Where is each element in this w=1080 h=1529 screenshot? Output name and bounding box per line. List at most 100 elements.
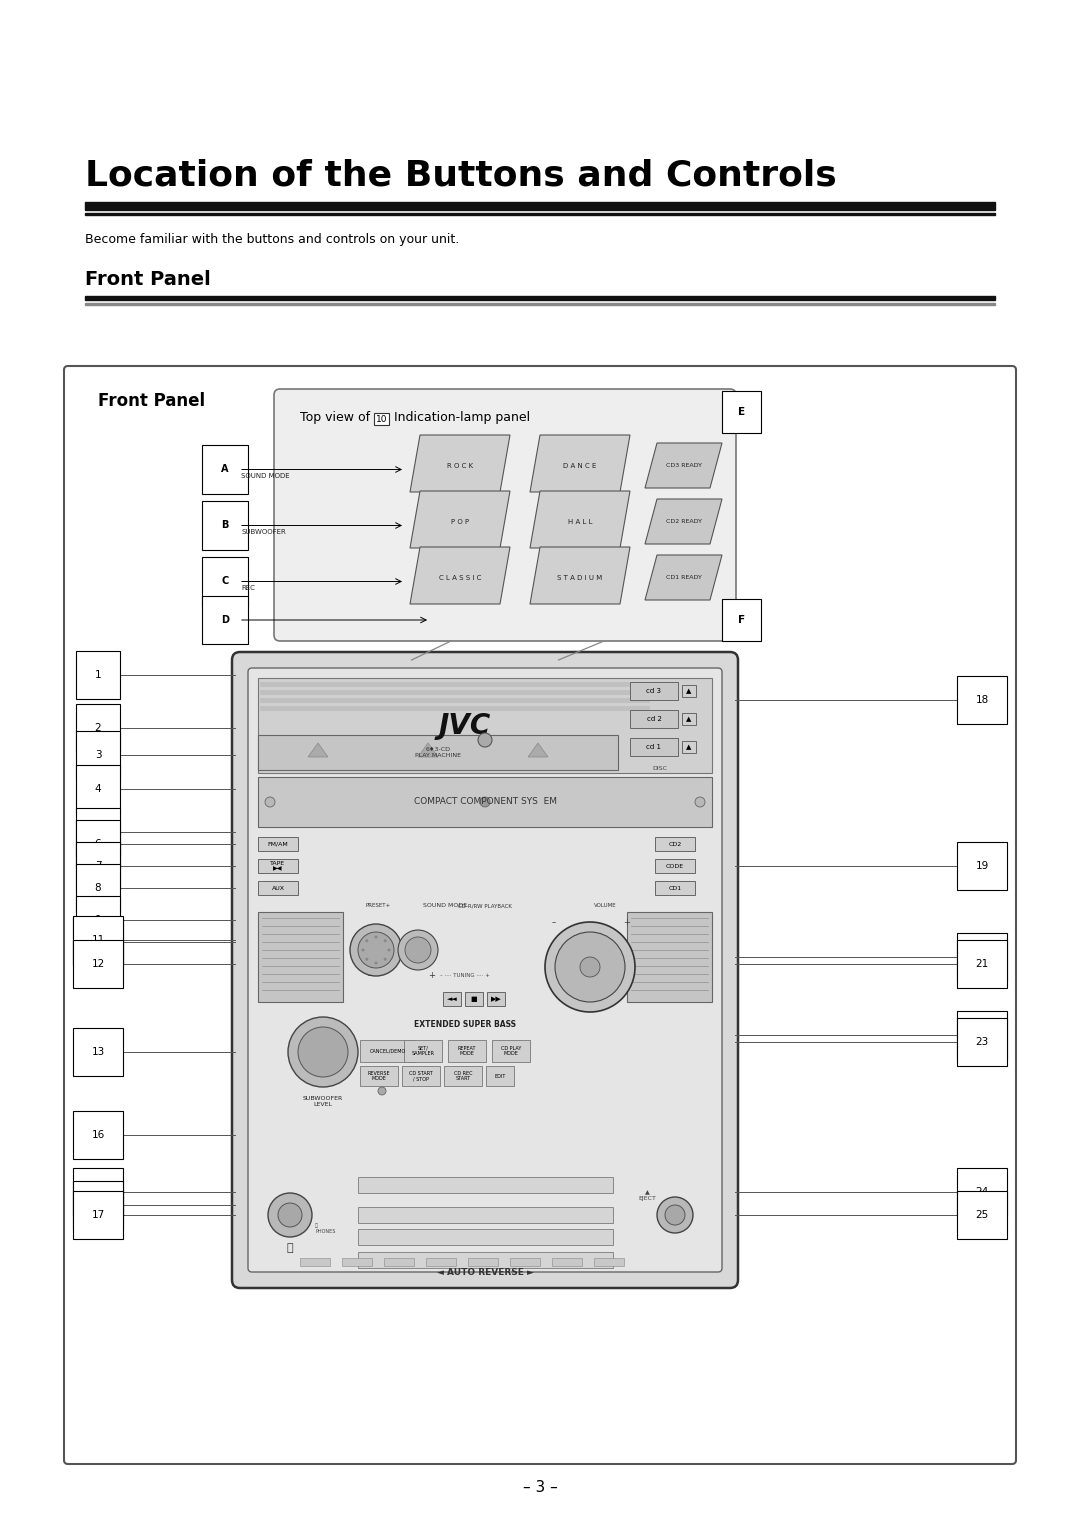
Polygon shape [645, 498, 723, 544]
Text: 22: 22 [975, 1031, 988, 1040]
Text: CD2: CD2 [669, 841, 681, 847]
Text: 23: 23 [975, 1037, 988, 1047]
Bar [258, 677, 712, 774]
Text: SUBWOOFER
LEVEL: SUBWOOFER LEVEL [302, 1096, 343, 1107]
Text: 13: 13 [92, 1047, 105, 1057]
Bar [260, 690, 650, 696]
Bar [374, 413, 389, 425]
Bar [357, 1229, 612, 1245]
Bar [258, 735, 618, 771]
Text: cd 1: cd 1 [647, 745, 661, 751]
Text: C: C [221, 576, 229, 587]
Text: AUX: AUX [271, 885, 284, 890]
Bar [630, 682, 678, 700]
Polygon shape [410, 547, 510, 604]
Text: ◄ AUTO REVERSE ►: ◄ AUTO REVERSE ► [436, 1268, 534, 1277]
Bar [627, 911, 712, 1001]
Bar [85, 297, 995, 300]
Bar [258, 881, 298, 894]
Text: CODE: CODE [666, 864, 684, 868]
Circle shape [365, 957, 368, 960]
Text: +: + [428, 971, 435, 980]
Text: F: F [738, 615, 745, 625]
Text: CD-R/RW PLAYBACK: CD-R/RW PLAYBACK [458, 904, 512, 908]
Bar [342, 1258, 372, 1266]
Text: cd 2: cd 2 [647, 716, 661, 722]
Text: P O P: P O P [451, 518, 469, 524]
Bar [404, 1040, 442, 1063]
Text: EDIT: EDIT [495, 1073, 505, 1078]
Text: REC: REC [241, 586, 255, 592]
Text: cd 3: cd 3 [647, 688, 661, 694]
Bar [85, 213, 995, 216]
Bar [260, 699, 650, 703]
FancyBboxPatch shape [248, 668, 723, 1272]
Text: ▲
EJECT: ▲ EJECT [638, 1190, 656, 1200]
Text: CD PLAY
MODE: CD PLAY MODE [501, 1046, 522, 1057]
Polygon shape [530, 547, 630, 604]
FancyBboxPatch shape [232, 651, 738, 1287]
Bar [681, 685, 696, 697]
Text: 10: 10 [376, 414, 388, 424]
Circle shape [383, 939, 387, 942]
Polygon shape [528, 743, 548, 757]
Bar [594, 1258, 624, 1266]
Bar [468, 1258, 498, 1266]
Text: 19: 19 [975, 861, 988, 872]
FancyBboxPatch shape [274, 388, 735, 641]
Circle shape [388, 948, 391, 951]
Text: 17: 17 [92, 1209, 105, 1220]
Text: +: + [623, 917, 630, 927]
Bar [357, 1206, 612, 1223]
Bar [681, 742, 696, 752]
Bar [384, 1258, 414, 1266]
Bar [654, 836, 696, 852]
Bar [258, 911, 343, 1001]
Text: 🎧
PHONES: 🎧 PHONES [315, 1223, 336, 1234]
Bar [402, 1066, 440, 1086]
Text: ▶▶: ▶▶ [490, 995, 501, 1001]
Text: 24: 24 [975, 1187, 988, 1197]
Text: 10: 10 [92, 937, 105, 946]
Polygon shape [410, 434, 510, 492]
Text: CD1: CD1 [669, 885, 681, 890]
Bar [260, 706, 650, 711]
Bar [552, 1258, 582, 1266]
Text: –: – [368, 971, 373, 980]
Text: JVC: JVC [438, 711, 491, 740]
Circle shape [278, 1203, 302, 1226]
Text: 4: 4 [95, 784, 102, 794]
Text: CD1 READY: CD1 READY [665, 575, 701, 579]
Text: CANCEL/DEMO: CANCEL/DEMO [369, 1049, 406, 1053]
Text: H A L L: H A L L [568, 518, 592, 524]
Text: D: D [221, 615, 229, 625]
Circle shape [480, 797, 490, 807]
Bar [654, 881, 696, 894]
Text: 2: 2 [95, 723, 102, 732]
Text: –: – [552, 917, 556, 927]
Circle shape [350, 924, 402, 976]
Polygon shape [645, 555, 723, 599]
Text: CD3 READY: CD3 READY [665, 463, 702, 468]
Text: ⏻: ⏻ [286, 1243, 294, 1252]
Text: – ···· TUNING ···· +: – ···· TUNING ···· + [440, 972, 490, 979]
Text: CD START
/ STOP: CD START / STOP [409, 1070, 433, 1081]
Circle shape [580, 957, 600, 977]
Text: C L A S S I C: C L A S S I C [438, 575, 482, 581]
Text: VOLUME: VOLUME [594, 904, 617, 908]
Polygon shape [530, 491, 630, 547]
Bar [492, 1040, 530, 1063]
Text: 21: 21 [975, 959, 988, 969]
Text: 14: 14 [92, 1187, 105, 1197]
Text: 6: 6 [95, 839, 102, 849]
Text: Front Panel: Front Panel [98, 391, 205, 410]
Text: 20: 20 [975, 953, 988, 962]
Text: Front Panel: Front Panel [85, 271, 211, 289]
Text: PRESET+: PRESET+ [365, 904, 391, 908]
Circle shape [378, 1087, 386, 1095]
Text: CD2 READY: CD2 READY [665, 518, 702, 524]
Text: 1: 1 [95, 670, 102, 680]
Bar [426, 1258, 456, 1266]
Text: SOUND MODE: SOUND MODE [241, 474, 289, 480]
Bar [258, 777, 712, 827]
